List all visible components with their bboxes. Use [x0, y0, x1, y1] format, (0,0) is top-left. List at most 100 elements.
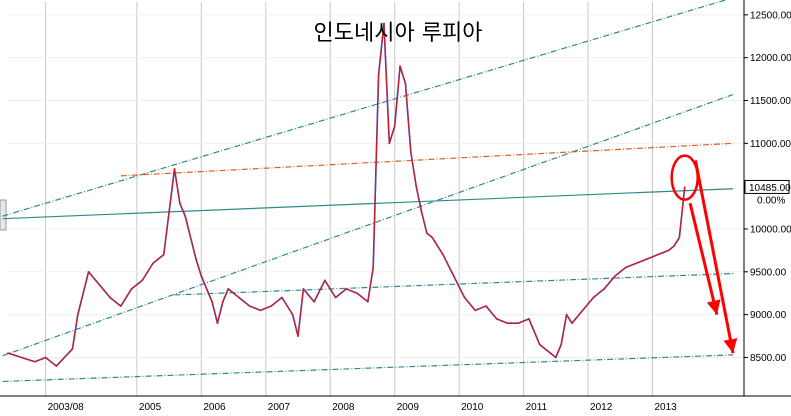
price-point	[560, 343, 563, 346]
price-point	[495, 318, 498, 320]
y-tick-label: 10000.00	[750, 224, 791, 235]
price-point	[109, 296, 111, 299]
price-point	[152, 262, 154, 265]
price-point	[538, 343, 541, 346]
price-point	[178, 202, 181, 205]
price-point	[76, 313, 79, 316]
price-point	[366, 300, 369, 303]
y-tick-label: 12000.00	[750, 53, 791, 64]
price-point	[297, 335, 299, 337]
price-point	[248, 305, 251, 307]
price-point	[189, 236, 192, 239]
trend-arrow-head	[723, 338, 738, 354]
price-point	[162, 253, 165, 256]
price-point	[71, 347, 74, 350]
price-point	[683, 186, 686, 189]
price-point	[393, 125, 396, 128]
price-point	[259, 309, 262, 312]
price-point	[281, 296, 283, 299]
price-point	[238, 296, 240, 299]
price-point	[624, 266, 627, 269]
price-point	[302, 288, 305, 290]
price-point	[168, 210, 171, 213]
price-point	[173, 168, 176, 170]
price-point	[205, 288, 208, 290]
trend-line	[174, 272, 734, 296]
price-point	[431, 236, 434, 239]
price-point	[313, 300, 316, 303]
price-point	[377, 73, 380, 76]
price-point	[592, 296, 595, 299]
price-point	[554, 356, 557, 359]
price-point	[571, 322, 573, 325]
price-point	[442, 253, 444, 256]
trend-line	[2, 354, 734, 383]
price-point	[334, 296, 337, 299]
x-tick-label: 2003/08	[48, 402, 85, 413]
price-point	[345, 288, 348, 290]
price-point	[87, 270, 90, 273]
price-point	[184, 215, 187, 218]
y-tick-label: 8500.00	[750, 353, 787, 364]
price-point	[517, 322, 520, 325]
price-point	[399, 65, 401, 68]
trend-arrow	[693, 160, 735, 354]
price-point	[216, 322, 219, 325]
price-point	[221, 300, 224, 303]
price-point	[420, 210, 423, 213]
price-point	[426, 232, 428, 235]
price-point	[613, 275, 616, 277]
price-point	[98, 283, 101, 286]
price-point	[195, 258, 197, 260]
price-point	[383, 22, 385, 25]
price-point	[581, 309, 584, 312]
x-tick-label: 2006	[203, 402, 226, 413]
price-point	[565, 313, 568, 316]
x-tick-label: 2008	[332, 402, 355, 413]
price-point	[44, 356, 47, 359]
price-point	[372, 266, 375, 269]
current-price-label: 10485.00	[749, 183, 791, 194]
price-point	[646, 258, 649, 260]
y-tick-label: 9500.00	[750, 267, 787, 278]
y-tick-label: 11500.00	[750, 96, 791, 107]
x-tick-label: 2010	[461, 402, 484, 413]
chart-title: 인도네시아 루피아	[314, 21, 483, 46]
y-tick-label: 11000.00	[750, 139, 791, 150]
price-point	[291, 313, 294, 316]
trend-line	[2, 0, 728, 217]
current-change-label: 0.00%	[757, 195, 785, 206]
price-point	[549, 352, 552, 355]
price-point	[678, 236, 681, 239]
trend-line	[2, 188, 734, 220]
y-tick-label: 12500.00	[750, 10, 791, 21]
trend-arrow	[688, 202, 719, 315]
price-point	[528, 318, 530, 320]
price-point	[55, 365, 58, 367]
x-tick-label: 2007	[268, 402, 291, 413]
x-tick-label: 2011	[526, 402, 548, 413]
price-point	[141, 279, 144, 282]
price-point	[485, 305, 487, 307]
price-point	[200, 275, 203, 277]
price-point	[323, 279, 326, 282]
price-point	[7, 352, 9, 355]
price-point	[388, 142, 391, 145]
x-tick-label: 2009	[397, 402, 420, 413]
price-point	[119, 305, 122, 307]
price-point	[452, 275, 455, 277]
current-price-box	[744, 179, 790, 194]
x-tick-label: 2013	[654, 402, 677, 413]
price-point	[356, 292, 358, 295]
price-point	[409, 150, 412, 153]
price-point	[415, 185, 418, 188]
price-point	[474, 309, 477, 312]
price-point	[211, 300, 213, 303]
x-tick-label: 2012	[590, 402, 613, 413]
trend-line	[120, 142, 734, 177]
price-point	[656, 253, 659, 256]
trend-arrow-head	[706, 299, 721, 315]
